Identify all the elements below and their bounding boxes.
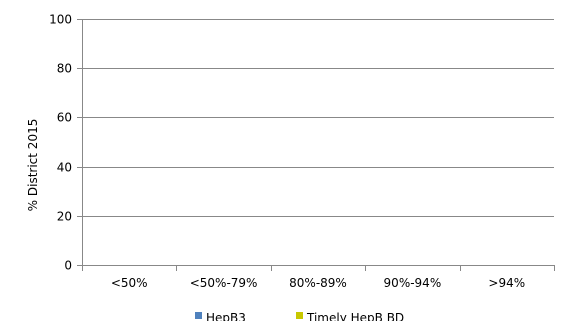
legend: HepB3 Timely HepB BD [195, 311, 404, 321]
legend-label: HepB3 [206, 311, 246, 321]
gridlines [82, 19, 554, 217]
y-tick-label: 40 [57, 161, 72, 175]
x-tick-label: <50% [111, 276, 148, 290]
y-tick-label: 0 [64, 259, 72, 273]
legend-swatch [195, 312, 202, 319]
x-tick-label: 90%-94% [384, 276, 442, 290]
x-tick-labels: <50% <50%-79% 80%-89% 90%-94% >94% [111, 276, 525, 290]
y-tick-label: 100 [49, 13, 72, 27]
axes [77, 19, 555, 271]
y-tick-label: 20 [57, 210, 72, 224]
x-tick-label: >94% [488, 276, 525, 290]
y-tick-labels: 0 20 40 60 80 100 [49, 13, 72, 273]
y-axis-title: % District 2015 [26, 119, 40, 212]
legend-swatch [296, 312, 303, 319]
y-tick-label: 80 [57, 62, 72, 76]
x-tick-label: 80%-89% [289, 276, 347, 290]
x-tick-label: <50%-79% [190, 276, 258, 290]
y-tick-label: 60 [57, 111, 72, 125]
legend-label: Timely HepB BD [306, 311, 404, 321]
